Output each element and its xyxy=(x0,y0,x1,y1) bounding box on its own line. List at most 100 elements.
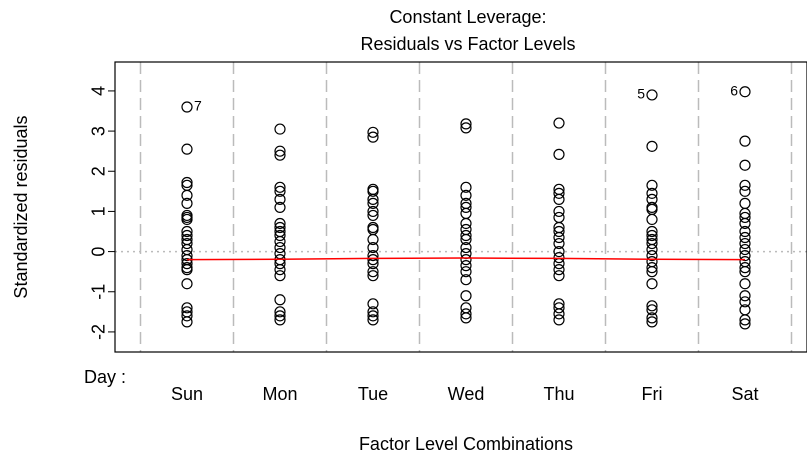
point xyxy=(739,86,751,98)
point xyxy=(739,243,751,256)
point xyxy=(646,266,658,278)
point xyxy=(553,193,565,205)
point xyxy=(739,159,751,171)
point xyxy=(274,123,286,135)
point xyxy=(460,118,472,130)
y-tick-label: 1 xyxy=(89,206,109,216)
point xyxy=(460,201,472,214)
point xyxy=(274,221,286,234)
point xyxy=(181,213,193,226)
point xyxy=(646,179,658,191)
point xyxy=(367,254,379,266)
point xyxy=(739,197,751,209)
point xyxy=(739,185,751,197)
point-label: 7 xyxy=(194,98,202,114)
point xyxy=(367,298,379,310)
point xyxy=(646,312,658,324)
point xyxy=(367,197,379,209)
point xyxy=(739,318,751,330)
point xyxy=(274,201,286,214)
x-axis-label: Factor Level Combinations xyxy=(359,434,573,454)
point xyxy=(739,314,751,326)
point xyxy=(181,258,193,270)
point xyxy=(181,176,193,189)
point xyxy=(646,237,658,250)
point xyxy=(181,189,193,201)
point xyxy=(181,302,193,314)
point xyxy=(646,243,658,256)
point xyxy=(646,89,658,101)
point xyxy=(739,266,751,278)
y-tick-label: -1 xyxy=(89,284,109,300)
point xyxy=(646,225,658,238)
y-tick-label: 0 xyxy=(89,247,109,257)
smooth-line xyxy=(186,257,746,261)
point-label: 5 xyxy=(637,86,645,102)
point xyxy=(274,314,286,326)
point xyxy=(181,101,193,113)
point xyxy=(553,211,565,224)
point xyxy=(646,300,658,312)
point xyxy=(367,314,379,326)
point xyxy=(553,205,565,218)
point xyxy=(646,250,658,262)
point xyxy=(181,310,193,322)
point xyxy=(646,213,658,226)
point xyxy=(460,223,472,236)
point xyxy=(739,225,751,238)
point xyxy=(181,225,193,238)
point xyxy=(274,229,286,242)
point xyxy=(367,205,379,218)
point xyxy=(553,225,565,238)
point xyxy=(553,237,565,250)
point xyxy=(181,243,193,256)
point xyxy=(274,264,286,276)
point xyxy=(739,135,751,147)
x-tick-label: Thu xyxy=(543,384,574,404)
point xyxy=(181,264,193,276)
point xyxy=(274,270,286,282)
x-tick-label: Sun xyxy=(171,384,203,404)
chart-title: Constant Leverage: xyxy=(389,7,546,27)
point xyxy=(367,185,379,197)
point xyxy=(553,270,565,282)
point xyxy=(739,211,751,224)
point xyxy=(460,229,472,242)
point xyxy=(460,207,472,220)
x-tick-label: Tue xyxy=(358,384,388,404)
point xyxy=(460,302,472,314)
point xyxy=(274,145,286,157)
point xyxy=(460,266,472,278)
point xyxy=(553,258,565,270)
point xyxy=(553,252,565,264)
y-tick-label: 2 xyxy=(89,166,109,176)
point xyxy=(460,274,472,286)
x-tick-label: Sat xyxy=(731,384,758,404)
y-tick-label: 3 xyxy=(89,126,109,136)
point xyxy=(553,314,565,326)
point xyxy=(367,131,379,143)
point xyxy=(460,312,472,324)
point xyxy=(367,126,379,138)
point xyxy=(646,229,658,242)
point xyxy=(181,316,193,328)
point xyxy=(274,185,286,197)
point xyxy=(181,197,193,209)
point xyxy=(739,278,751,290)
point xyxy=(553,231,565,244)
point xyxy=(367,209,379,222)
point xyxy=(646,304,658,316)
chart-title: Residuals vs Factor Levels xyxy=(360,34,575,54)
factor-label: Day : xyxy=(84,367,126,387)
point xyxy=(367,233,379,246)
point xyxy=(274,310,286,322)
point xyxy=(739,217,751,230)
point xyxy=(739,262,751,274)
point xyxy=(553,245,565,258)
point xyxy=(367,241,379,254)
point xyxy=(181,237,193,250)
point xyxy=(460,233,472,246)
point xyxy=(553,187,565,199)
point xyxy=(460,308,472,320)
point xyxy=(646,187,658,199)
